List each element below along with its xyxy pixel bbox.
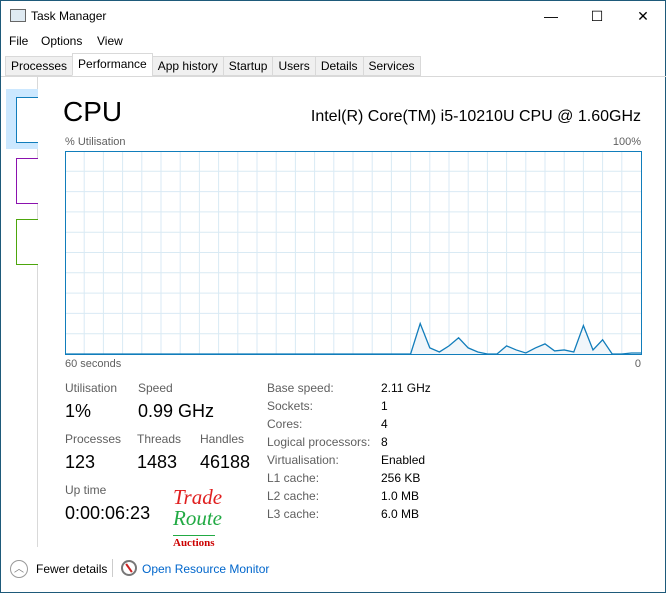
graph-max: 100% <box>612 136 641 148</box>
tab-performance[interactable]: Performance <box>72 53 153 76</box>
spec-label: Sockets: <box>267 399 314 413</box>
threads-label: Threads <box>137 432 182 446</box>
watermark-line1: Trade <box>173 485 223 509</box>
graph-label: % Utilisation <box>65 136 126 148</box>
sidebar-item-memory[interactable] <box>16 158 38 204</box>
spec-label: L3 cache: <box>267 507 320 521</box>
spec-value: 1 <box>381 399 388 413</box>
watermark-line3: Auctions <box>173 535 215 549</box>
spec-label: L2 cache: <box>267 489 320 503</box>
sidebar-item-disk[interactable] <box>16 219 38 265</box>
tab-app-history[interactable]: App history <box>151 56 224 76</box>
content-area <box>1 76 666 546</box>
minimize-button[interactable]: — <box>544 8 558 24</box>
menu-options[interactable]: Options <box>41 34 83 48</box>
processes-label: Processes <box>65 432 122 446</box>
page-title: CPU <box>63 96 123 127</box>
spec-value: 8 <box>381 435 388 449</box>
tab-details[interactable]: Details <box>314 56 364 76</box>
threads-value: 1483 <box>137 452 178 472</box>
resource-monitor-icon <box>121 560 137 576</box>
handles-value: 46188 <box>200 452 251 472</box>
title-bar: Task Manager — ☐ ✕ <box>1 1 666 31</box>
tab-bar: Processes Performance App history Startu… <box>5 53 421 76</box>
chevron-up-icon[interactable]: ︿ <box>10 560 28 578</box>
sidebar <box>1 77 38 547</box>
spec-label: Logical processors: <box>267 435 371 449</box>
handles-label: Handles <box>200 432 245 446</box>
task-manager-icon <box>10 9 26 22</box>
menu-view[interactable]: View <box>97 34 123 48</box>
processes-value: 123 <box>65 452 96 472</box>
utilisation-value: 1% <box>65 401 92 421</box>
watermark-logo: Trade Route Auctions <box>173 487 253 550</box>
cpu-model: Intel(R) Core(TM) i5-10210U CPU @ 1.60GH… <box>310 108 641 125</box>
spec-label: L1 cache: <box>267 471 320 485</box>
maximize-button[interactable]: ☐ <box>590 8 604 24</box>
spec-label: Cores: <box>267 417 303 431</box>
utilisation-label: Utilisation <box>65 381 118 395</box>
spec-value: Enabled <box>381 453 426 467</box>
graph-min: 0 <box>634 358 641 370</box>
graph-border <box>65 151 642 355</box>
spec-value: 256 KB <box>381 471 421 485</box>
graph-time-label: 60 seconds <box>65 358 122 370</box>
spec-value: 2.11 GHz <box>381 381 431 395</box>
fewer-details-button[interactable]: Fewer details <box>36 562 108 576</box>
tab-startup[interactable]: Startup <box>222 56 274 76</box>
open-resource-monitor-link[interactable]: Open Resource Monitor <box>142 562 270 576</box>
speed-value: 0.99 GHz <box>138 401 215 421</box>
tab-processes[interactable]: Processes <box>5 56 74 76</box>
spec-value: 6.0 MB <box>381 507 420 521</box>
uptime-label: Up time <box>65 483 107 497</box>
tab-services[interactable]: Services <box>362 56 421 76</box>
tab-users[interactable]: Users <box>272 56 316 76</box>
speed-label: Speed <box>138 381 173 395</box>
menu-file[interactable]: File <box>9 34 29 48</box>
sidebar-item-cpu[interactable] <box>16 97 38 143</box>
window-title: Task Manager <box>31 9 107 23</box>
close-button[interactable]: ✕ <box>637 8 649 24</box>
spec-label: Base speed: <box>267 381 334 395</box>
cpu-graph <box>65 151 642 355</box>
uptime-value: 0:00:06:23 <box>65 503 151 523</box>
watermark-line2: Route <box>173 506 222 530</box>
divider <box>112 559 113 577</box>
spec-value: 1.0 MB <box>381 489 420 503</box>
spec-label: Virtualisation: <box>267 453 339 467</box>
spec-value: 4 <box>381 417 388 431</box>
